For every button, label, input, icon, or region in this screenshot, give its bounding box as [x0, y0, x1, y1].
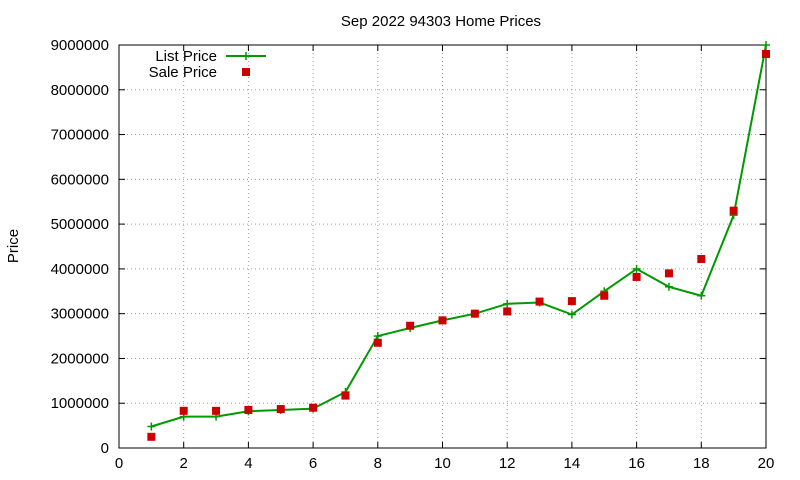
list-price-point — [762, 41, 770, 49]
sale-price-point — [244, 405, 253, 414]
axis-ticks: 0 2 4 6 8 10 12 14 16 18 20 0 1000000 2000000 3000000 4… — [51, 37, 775, 472]
series-1 — [147, 49, 770, 441]
y-tick-label: 9000000 — [51, 37, 109, 54]
sale-price-point — [179, 406, 188, 415]
y-tick-label: 0 — [101, 440, 109, 457]
list-price-line — [151, 44, 767, 428]
legend-point-swatch — [242, 52, 250, 60]
list-price-point — [147, 422, 156, 431]
y-tick-label: 3000000 — [51, 306, 109, 323]
y-tick-label: 7000000 — [51, 127, 109, 144]
x-tick-label: 20 — [758, 455, 775, 472]
list-price-point — [632, 264, 641, 273]
list-price-point — [697, 291, 706, 300]
sale-price-point — [276, 405, 285, 414]
sale-price-point — [341, 391, 350, 400]
y-tick-label: 1000000 — [51, 395, 109, 412]
y-tick-label: 6000000 — [51, 171, 109, 188]
y-tick-label: 8000000 — [51, 82, 109, 99]
x-tick-label: 18 — [693, 455, 710, 472]
sale-price-point — [664, 269, 673, 278]
grid-lines — [119, 45, 766, 448]
x-tick-label: 12 — [499, 455, 516, 472]
y-tick-label: 4000000 — [51, 261, 109, 278]
legend-label: Sale Price — [149, 64, 217, 81]
legend-point-swatch — [242, 68, 250, 76]
list-price-point — [373, 332, 382, 341]
list-price-point — [567, 310, 576, 319]
y-tick-label: 5000000 — [51, 216, 109, 233]
sale-price-point — [729, 206, 738, 215]
sale-price-point — [406, 321, 415, 330]
sale-price-point — [535, 297, 544, 306]
sale-price-point — [147, 432, 156, 441]
list-price-point — [503, 299, 512, 308]
sale-price-point — [212, 406, 221, 415]
series-0 — [147, 41, 770, 431]
legend-label: List Price — [155, 48, 217, 65]
list-price-point — [664, 282, 673, 291]
sale-price-point — [438, 316, 447, 325]
chart-title: Sep 2022 94303 Home Prices — [341, 13, 541, 30]
sale-price-point — [762, 49, 770, 58]
sale-price-point — [470, 309, 479, 318]
y-axis-label: Price — [5, 229, 22, 263]
x-tick-label: 4 — [244, 455, 252, 472]
series-layer — [147, 41, 770, 441]
sale-price-point — [309, 403, 318, 412]
sale-price-point — [567, 297, 576, 306]
y-tick-label: 2000000 — [51, 350, 109, 367]
x-tick-label: 6 — [309, 455, 317, 472]
sale-price-point — [503, 307, 512, 316]
sale-price-point — [373, 338, 382, 347]
x-tick-label: 2 — [180, 455, 188, 472]
x-tick-label: 0 — [115, 455, 123, 472]
sale-price-point — [697, 255, 706, 264]
sale-price-point — [632, 272, 641, 281]
x-tick-label: 8 — [374, 455, 382, 472]
x-tick-label: 14 — [564, 455, 581, 472]
x-tick-label: 16 — [628, 455, 645, 472]
sale-price-point — [600, 291, 609, 300]
x-tick-label: 10 — [434, 455, 451, 472]
